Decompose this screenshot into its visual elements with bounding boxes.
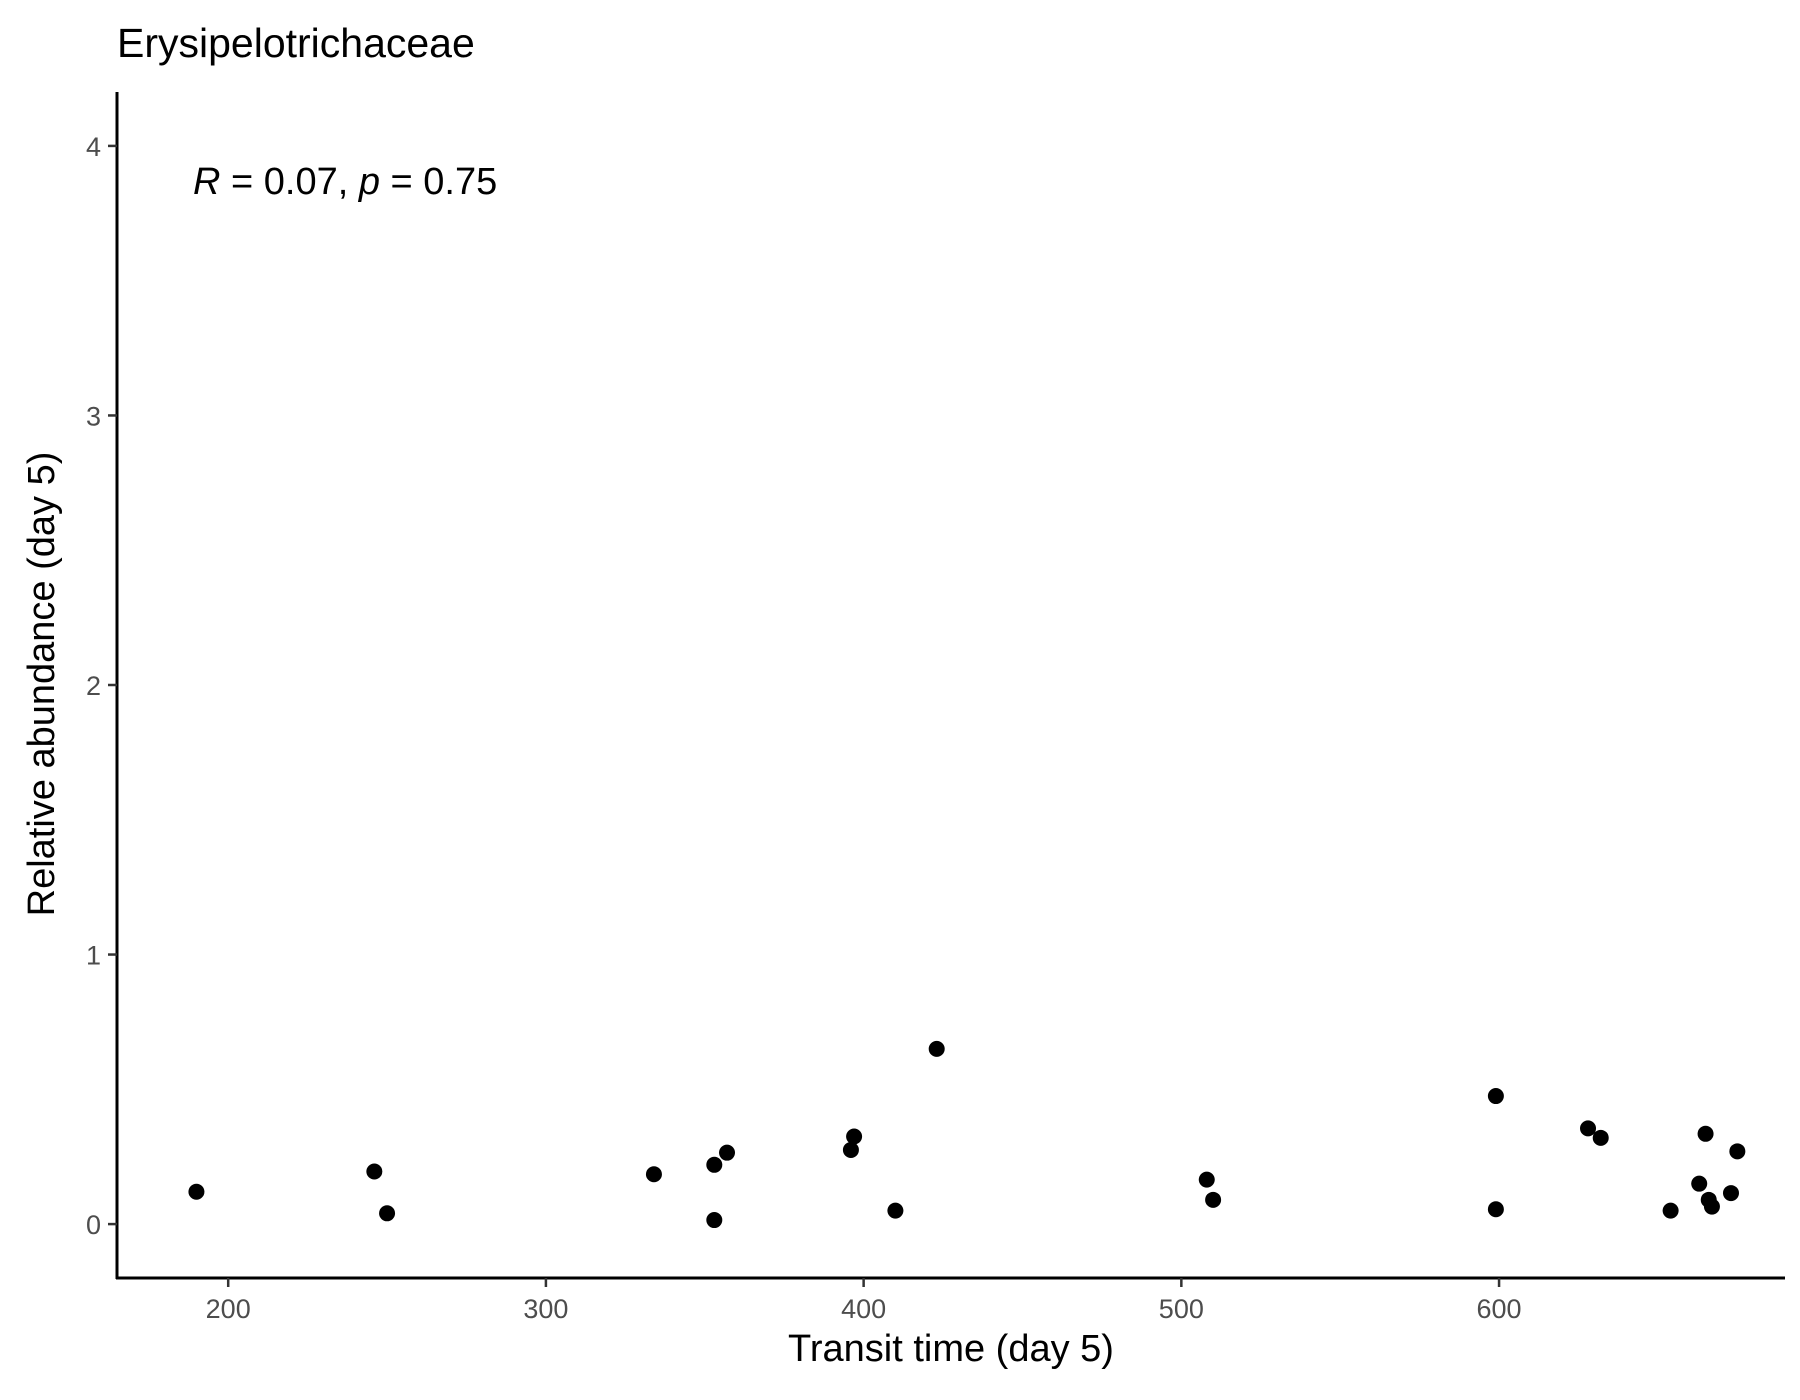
data-point-11 [928, 1040, 945, 1057]
y-tick-label-0: 0 [86, 1210, 101, 1240]
y-axis-label: Relative abundance (day 5) [21, 452, 63, 917]
data-point-17 [1592, 1129, 1609, 1146]
data-point-10 [887, 1202, 904, 1219]
data-point-23 [1722, 1185, 1739, 1202]
x-tick-label-200: 200 [206, 1294, 251, 1324]
x-tick-label-400: 400 [841, 1294, 886, 1324]
r-value: = 0.07, [220, 161, 358, 203]
data-point-20 [1697, 1125, 1714, 1142]
x-tick-label-500: 500 [1159, 1294, 1204, 1324]
x-axis-ticks: 200 300 400 500 600 [206, 1278, 1522, 1324]
points-layer [188, 1040, 1746, 1229]
data-point-5 [706, 1156, 723, 1173]
y-tick-label-3: 3 [86, 401, 101, 431]
y-tick-label-4: 4 [86, 132, 101, 162]
data-point-18 [1662, 1202, 1679, 1219]
data-point-4 [645, 1166, 662, 1183]
data-point-22 [1703, 1198, 1720, 1215]
plot-area [188, 1040, 1746, 1229]
chart-title: Erysipelotrichaceae [117, 20, 475, 66]
x-tick-label-300: 300 [523, 1294, 568, 1324]
data-point-19 [1691, 1175, 1708, 1192]
data-point-13 [1205, 1191, 1222, 1208]
data-point-6 [706, 1212, 723, 1229]
data-point-16 [1580, 1120, 1597, 1137]
r-symbol: R [193, 161, 220, 203]
correlation-annotation: R = 0.07, p = 0.75 [193, 161, 497, 203]
data-point-14 [1487, 1088, 1504, 1105]
data-point-9 [846, 1128, 863, 1145]
y-tick-label-2: 2 [86, 671, 101, 701]
data-point-3 [379, 1205, 396, 1222]
x-tick-label-600: 600 [1477, 1294, 1522, 1324]
data-point-24 [1729, 1143, 1746, 1160]
data-point-15 [1487, 1201, 1504, 1218]
data-point-7 [719, 1144, 736, 1161]
p-symbol: p [358, 161, 380, 203]
data-point-2 [366, 1163, 383, 1180]
data-point-12 [1198, 1171, 1215, 1188]
p-value: = 0.75 [380, 161, 497, 203]
data-point-8 [842, 1141, 859, 1158]
y-tick-label-1: 1 [86, 941, 101, 971]
x-axis-label: Transit time (day 5) [788, 1328, 1114, 1370]
y-axis-ticks: 0 1 2 3 4 [86, 132, 117, 1240]
data-point-1 [188, 1183, 205, 1200]
